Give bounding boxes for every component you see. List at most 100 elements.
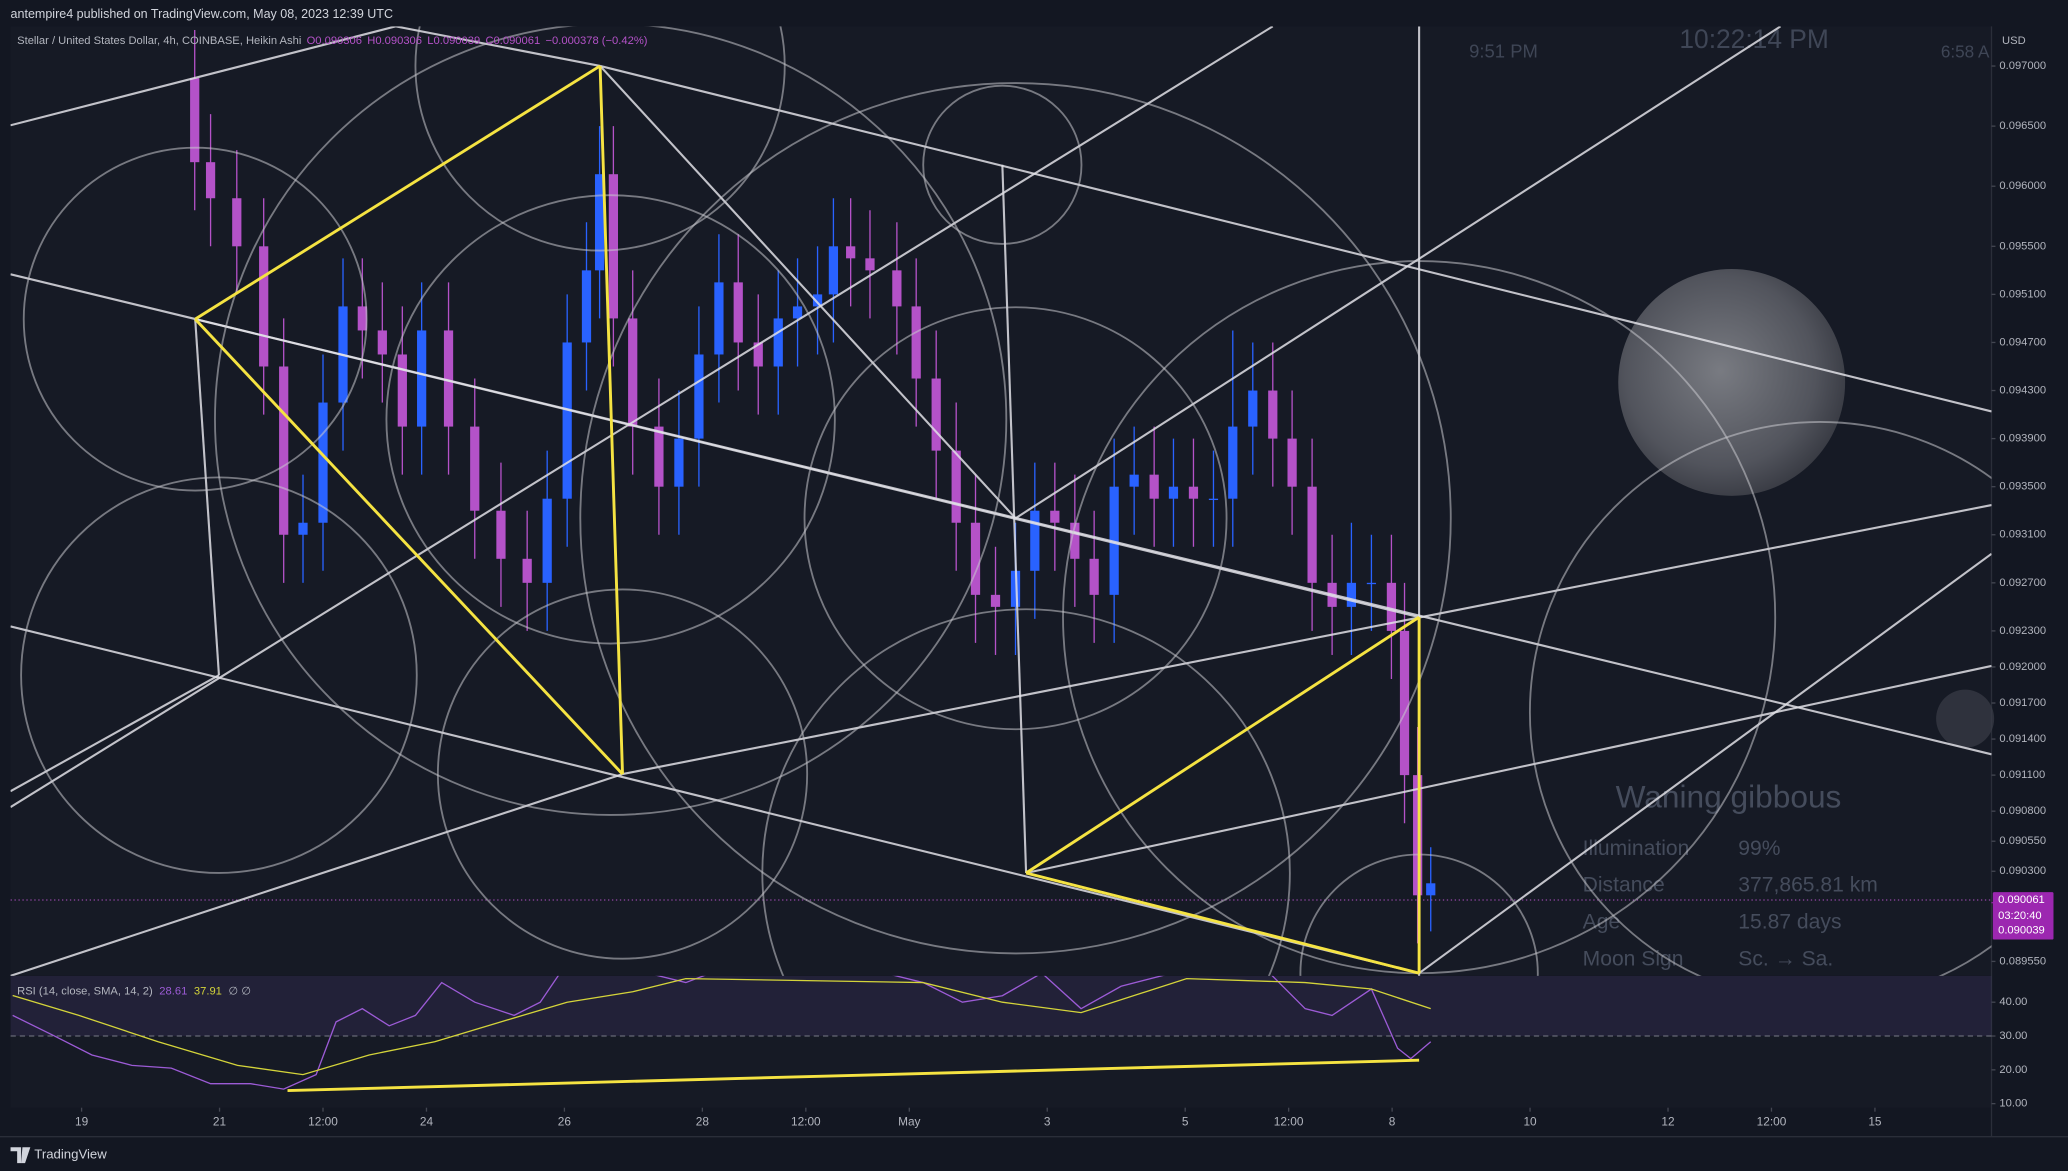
candle-body: [970, 522, 981, 595]
candle-body: [1208, 498, 1219, 501]
candle-body: [318, 402, 328, 523]
y-tick-label: 0.092300: [1999, 625, 2046, 637]
rsi-legend: RSI (14, close, SMA, 14, 2) 28.61 37.91 ∅ ∅: [17, 986, 251, 998]
brand-logo: [10, 1147, 31, 1164]
candle-body: [357, 306, 367, 331]
x-tick-label: 5: [1182, 1114, 1189, 1128]
moon-row-value: Sc. → Sa.: [1738, 948, 1833, 971]
drawing-line: [1025, 664, 1992, 875]
rsi-tick-label: 10.00: [1999, 1098, 2027, 1110]
drawing-triangle-edge: [1025, 615, 1420, 875]
drawing-line: [10, 773, 623, 976]
rsi-line: [12, 977, 1431, 1076]
drawing-line: [194, 318, 1420, 619]
candle-body: [733, 282, 743, 343]
drawing-circle: [20, 476, 418, 874]
x-tick-label: 24: [420, 1114, 434, 1128]
drawing-triangle-edge: [598, 65, 624, 775]
candle-body: [1399, 630, 1410, 776]
candle-body: [1426, 883, 1436, 896]
symbol-legend: Stellar / United States Dollar, 4h, COIN…: [17, 35, 648, 47]
y-tick-label: 0.093100: [1999, 529, 2046, 541]
y-tick-label: 0.091400: [1999, 733, 2046, 745]
candle-body: [1129, 474, 1139, 487]
drawing-circle: [436, 588, 809, 960]
drawing-circle: [579, 82, 1452, 955]
x-tick-label: 10: [1523, 1114, 1537, 1128]
candle-body: [608, 174, 619, 319]
y-tick-label: 0.097000: [1999, 60, 2046, 72]
candle-body: [1149, 474, 1159, 499]
candle-body: [1307, 486, 1317, 583]
moon-row-value: 99%: [1738, 837, 1780, 860]
rsi-line: [12, 975, 1432, 1090]
ohlc-value: −0.000378 (−0.42%): [545, 35, 647, 47]
y-tick-label: 0.095100: [1999, 288, 2046, 300]
drawing-line: [395, 26, 601, 67]
candle-body: [542, 498, 552, 583]
moon-row-value: 377,865.81 km: [1738, 874, 1878, 897]
published-title: antempire4 published on TradingView.com,…: [11, 7, 393, 21]
candle-body: [1188, 486, 1199, 499]
y-tick-label: 0.096000: [1999, 180, 2046, 192]
candle-body: [1248, 390, 1258, 427]
low-price-label: 0.090039: [1998, 924, 2045, 936]
candle-body: [190, 78, 200, 163]
last-price-label: 0.090061: [1998, 894, 2045, 906]
moon-widget: 9:51 PM 10:22:14 PM 6:58 A Waning gibbous Il…: [1469, 24, 1995, 971]
rsi-lines: [10, 975, 1992, 1090]
drawing-line: [10, 26, 396, 127]
candle-body: [1050, 510, 1060, 523]
candle-body: [628, 318, 638, 427]
candle-body: [951, 450, 961, 523]
candle-body: [1366, 582, 1377, 585]
drawing-circle: [922, 84, 1083, 245]
footer: TradingView: [10, 1147, 107, 1164]
rsi-value: 37.91: [194, 986, 222, 998]
candle-body: [1346, 582, 1357, 607]
candle-body: [279, 366, 289, 535]
moon-row-label: Illumination: [1583, 837, 1690, 860]
candle-body: [259, 246, 269, 367]
candle-body: [1413, 775, 1423, 896]
ohlc-value: O0.090306: [307, 35, 362, 47]
x-tick-label: 12:00: [791, 1114, 821, 1128]
candle-body: [792, 306, 803, 319]
candle-body: [865, 258, 875, 271]
x-tick-label: 19: [75, 1114, 89, 1128]
y-tick-label: 0.093500: [1999, 481, 2046, 493]
moon-phase: Waning gibbous: [1616, 778, 1842, 814]
rsi-tick-label: 40.00: [1999, 996, 2027, 1008]
moon-image: [1618, 269, 1846, 496]
rsi-suffix: ∅ ∅: [228, 986, 251, 998]
rsi-pane: [10, 975, 1992, 1108]
drawing-line: [10, 674, 220, 793]
candle-body: [694, 354, 704, 439]
rsi-tick-label: 20.00: [1999, 1064, 2027, 1076]
ohlc-value: C0.090061: [485, 35, 540, 47]
ohlc-value: L0.090039: [427, 35, 480, 47]
candle-body: [470, 426, 480, 511]
candle-body: [397, 354, 407, 427]
drawing-line: [10, 26, 1274, 808]
candle-body: [1268, 390, 1278, 439]
drawing-circle: [214, 26, 1008, 816]
moon-icon: [1936, 689, 1995, 748]
x-tick-label: 12: [1661, 1114, 1674, 1128]
candle-body: [1386, 582, 1397, 631]
clock-time: 10:22:14 PM: [1679, 24, 1828, 54]
ohlc-value: H0.090306: [367, 35, 422, 47]
x-tick-label: 28: [696, 1114, 710, 1128]
geometry-drawings: [10, 26, 1992, 976]
symbol-title: Stellar / United States Dollar, 4h, COIN…: [17, 35, 301, 47]
candle-body: [562, 342, 572, 499]
candle-body: [674, 438, 684, 487]
candle-body: [581, 270, 592, 343]
y-tick-label: 0.089550: [1999, 955, 2046, 967]
drawing-circle: [803, 306, 1228, 731]
x-tick-label: 15: [1868, 1114, 1882, 1128]
y-unit-label: USD: [2002, 35, 2026, 47]
y-tick-label: 0.090550: [1999, 835, 2046, 847]
